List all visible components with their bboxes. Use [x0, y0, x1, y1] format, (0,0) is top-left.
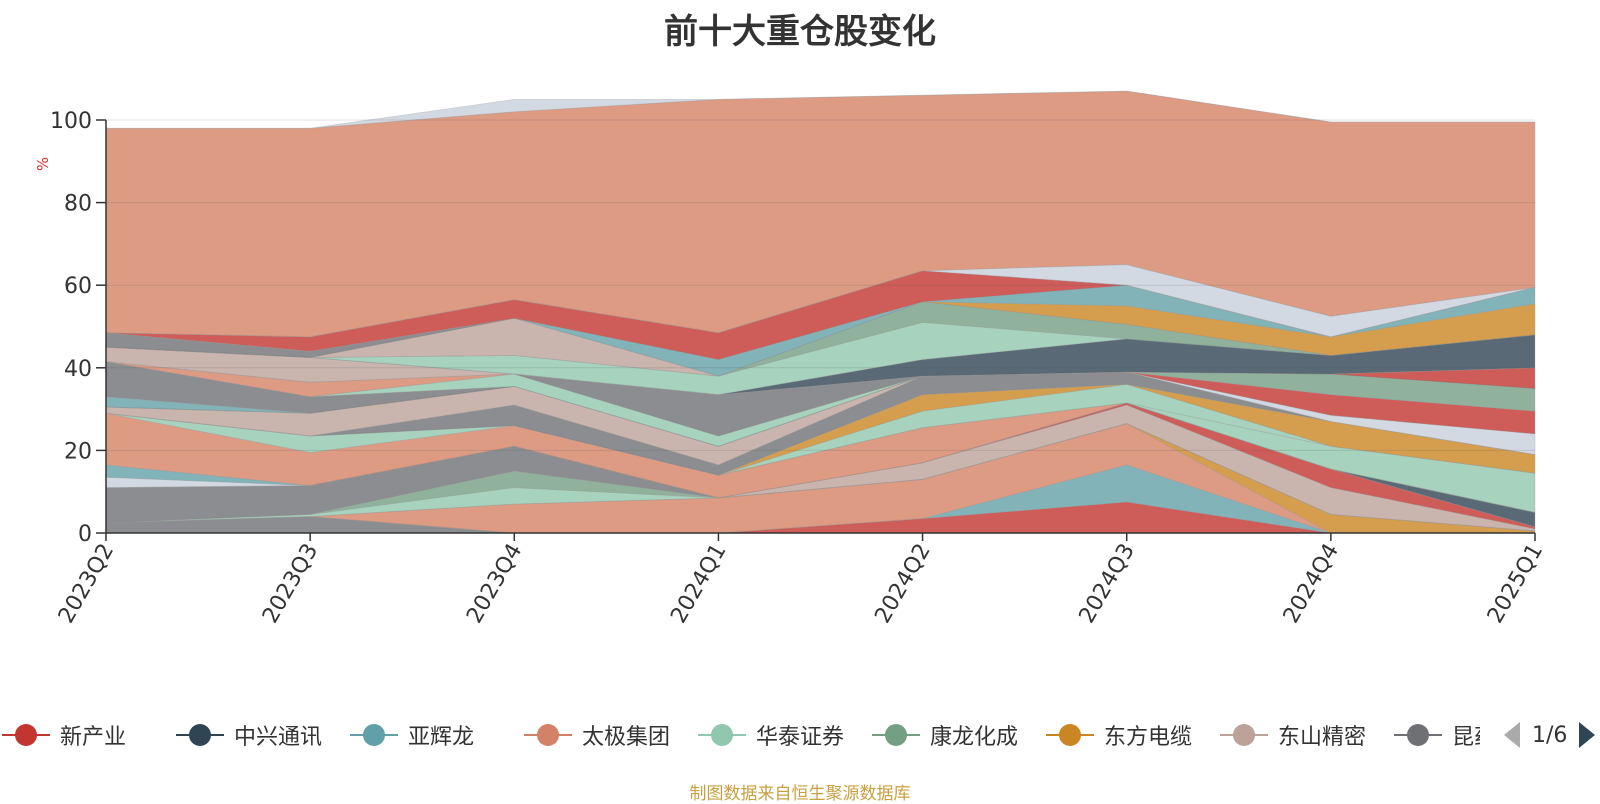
legend-marker-icon [350, 724, 398, 746]
y-tick-label: 40 [64, 357, 92, 382]
legend-item[interactable]: 华泰证券 [696, 715, 844, 755]
legend-label: 东方电缆 [1104, 725, 1193, 750]
area-series-group [105, 90, 1536, 534]
legend-label: 华泰证券 [756, 725, 845, 750]
legend-label: 东山精密 [1278, 725, 1367, 750]
legend-item[interactable]: 新产业 [0, 715, 126, 755]
area-series-4 [105, 423, 1536, 534]
y-axis-unit: % [34, 156, 53, 172]
legend-item[interactable]: 东方电缆 [1044, 715, 1192, 755]
legend-marker-icon [1220, 724, 1268, 746]
x-tick-label: 2023Q4 [462, 540, 527, 628]
gridlines [106, 119, 1535, 451]
legend-label: 中兴通讯 [234, 725, 323, 750]
y-tick-label: 0 [78, 522, 92, 547]
legend-item[interactable]: 中兴通讯 [174, 715, 322, 755]
legend-marker-icon [524, 724, 572, 746]
legend-marker-icon [1394, 724, 1442, 746]
x-tick-label: 2023Q2 [54, 540, 119, 628]
legend-label: 亚辉龙 [408, 725, 475, 750]
legend-item[interactable]: 太极集团 [522, 715, 670, 755]
area-series-39 [106, 90, 1535, 129]
legend-marker-icon [698, 724, 746, 746]
x-tick-label: 2024Q1 [666, 540, 731, 628]
legend-label: 昆药集团 [1452, 725, 1480, 750]
x-tick-label: 2024Q3 [1075, 540, 1140, 628]
x-tick-label: 2025Q1 [1483, 540, 1548, 628]
x-tick-label: 2023Q3 [258, 540, 323, 628]
chart-title: 前十大重仓股变化 [664, 12, 936, 52]
legend-marker-icon [872, 724, 920, 746]
x-tick-label: 2024Q4 [1279, 540, 1344, 628]
legend-marker-icon [176, 724, 224, 746]
legend-marker-icon [1046, 724, 1094, 746]
area-series-38 [105, 90, 1536, 338]
legend-item[interactable]: 东山精密 [1218, 715, 1366, 755]
data-source-note: 制图数据来自恒生聚源数据库 [689, 784, 911, 804]
legend-item[interactable]: 康龙化成 [870, 715, 1018, 755]
legend-pager: 1/6 [1502, 720, 1597, 750]
y-tick-label: 60 [64, 274, 92, 299]
y-tick-label: 100 [50, 109, 92, 134]
legend: 新产业 中兴通讯 亚辉龙 太极集团 华泰证券 康龙化成 东方电缆 东山精密 昆药集团 [0, 715, 1480, 755]
legend-label: 太极集团 [582, 725, 671, 750]
legend-label: 新产业 [60, 725, 127, 750]
legend-marker-icon [2, 724, 50, 746]
prev-page-icon[interactable] [1502, 720, 1522, 750]
y-tick-label: 80 [64, 192, 92, 217]
y-tick-label: 20 [64, 439, 92, 464]
x-tick-label: 2024Q2 [870, 540, 935, 628]
legend-item[interactable]: 亚辉龙 [348, 715, 474, 755]
next-page-icon[interactable] [1577, 720, 1597, 750]
legend-label: 康龙化成 [930, 725, 1019, 750]
legend-item[interactable]: 昆药集团 [1392, 715, 1480, 755]
pager-text: 1/6 [1532, 722, 1568, 748]
